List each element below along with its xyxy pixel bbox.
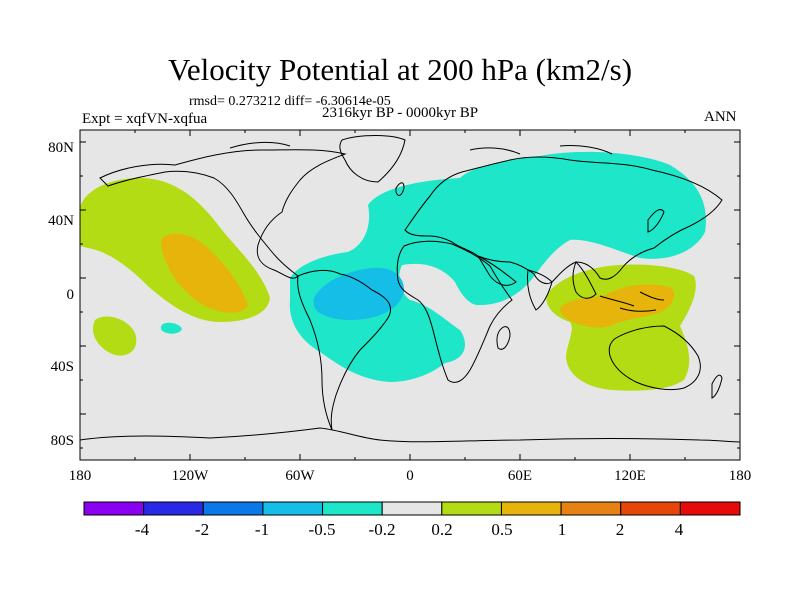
coastline-uk	[395, 182, 405, 196]
coastline-south-america	[297, 269, 392, 431]
stats-line: rmsd= 0.273212 diff= -6.30614e-05	[189, 94, 391, 109]
colorbar-label: 2	[615, 520, 625, 539]
colorbar-label: 4	[674, 520, 684, 539]
colorbar-swatch	[143, 501, 204, 516]
colorbar-label: -0.5	[308, 520, 336, 539]
region-small-cyan-blob	[160, 322, 182, 334]
lon-label: 0	[406, 468, 414, 484]
coastline-arabia-india	[476, 254, 553, 311]
coastlines	[79, 135, 741, 443]
region-atlantic-eurasia	[289, 151, 706, 382]
coastline-new-zealand	[711, 374, 723, 399]
coastline-southeast-asia	[572, 261, 665, 312]
colorbar-swatch	[620, 501, 681, 516]
lon-label: 120W	[171, 468, 209, 484]
contour-shading	[80, 151, 706, 391]
colorbar-label: -1	[254, 520, 270, 539]
colorbar-swatch	[560, 501, 622, 516]
coastline-madagascar	[496, 326, 511, 350]
colorbar-swatch	[202, 501, 264, 516]
colorbar-label: 1	[557, 520, 567, 539]
lon-label: 180	[728, 468, 752, 484]
lat-label: 0	[66, 287, 75, 303]
lon-label: 180	[68, 468, 92, 484]
coastline-arctic-islands	[229, 141, 613, 155]
colorbar-swatch	[441, 501, 502, 516]
coastline-japan	[647, 209, 665, 233]
region-east-pacific	[161, 233, 248, 313]
colorbar-label: 0.2	[431, 520, 453, 539]
lat-label: 40S	[50, 359, 74, 375]
lat-label: 80S	[50, 433, 74, 449]
colorbar-swatch	[322, 501, 383, 516]
coastline-greenland	[339, 135, 406, 183]
colorbar-label: -0.2	[368, 520, 396, 539]
colorbar-swatch	[500, 501, 562, 516]
lon-label: 60W	[285, 468, 315, 484]
colorbar-label: 0.5	[491, 520, 513, 539]
colorbar	[83, 501, 741, 516]
experiment-label: Expt = xqfVN-xqfua	[82, 111, 208, 127]
period-label: 2316kyr BP - 0000kyr BP	[322, 105, 479, 121]
colorbar-swatch	[381, 501, 443, 516]
colorbar-label: -2	[194, 520, 210, 539]
lat-label: 80N	[48, 140, 74, 156]
colorbar-swatch	[679, 501, 741, 516]
axis-ticks	[79, 130, 741, 460]
colorbar-swatch	[83, 501, 145, 516]
coastline-australia	[608, 325, 701, 391]
lon-label: 120E	[614, 468, 646, 484]
colorbar-swatch	[262, 501, 324, 516]
coastline-north-america	[99, 149, 347, 279]
region-south-america	[313, 267, 405, 320]
region-maritime-continent	[559, 284, 675, 328]
page-title: Velocity Potential at 200 hPa (km2/s)	[167, 52, 633, 87]
coastline-antarctica	[79, 427, 741, 443]
season-label: ANN	[704, 109, 737, 125]
lon-label: 60E	[507, 468, 533, 484]
region-south-pacific-blob	[92, 316, 137, 356]
colorbar-label: -4	[134, 520, 150, 539]
lat-label: 40N	[48, 213, 74, 229]
